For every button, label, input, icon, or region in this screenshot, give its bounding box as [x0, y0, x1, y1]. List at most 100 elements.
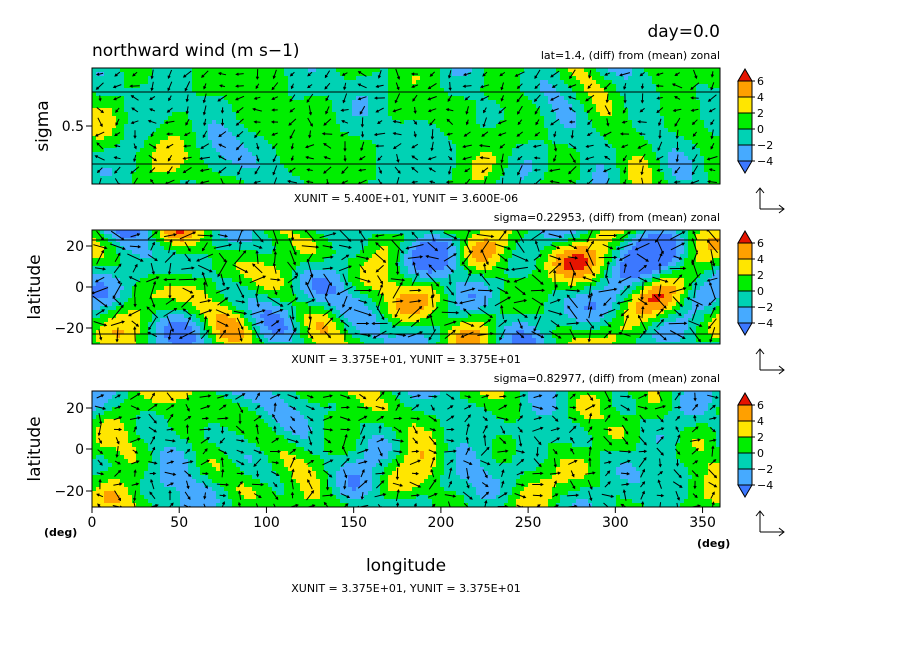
- panel-1-cell: [412, 128, 417, 133]
- panel-1-cell: [344, 76, 349, 81]
- panel-1-cell: [456, 68, 461, 73]
- panel-1-cell: [608, 108, 613, 113]
- panel-1-cell: [288, 132, 293, 137]
- panel-1-cell: [368, 76, 373, 81]
- panel-1-cell: [616, 116, 621, 121]
- panel-1-cell: [272, 140, 277, 145]
- panel-1-cell: [284, 136, 289, 141]
- panel-1-cell: [288, 84, 293, 89]
- panel-1-cell: [424, 100, 429, 105]
- panel-1-cell: [412, 80, 417, 85]
- panel-1-cell: [252, 84, 257, 89]
- panel-1-cell: [328, 100, 333, 105]
- panel-1-cell: [652, 152, 657, 157]
- panel-1-cell: [208, 88, 213, 93]
- panel-1-cell: [544, 136, 549, 141]
- panel-1-cell: [160, 96, 165, 101]
- panel-1-cell: [132, 68, 137, 73]
- panel-1-cell: [392, 160, 397, 165]
- panel-1-cell: [424, 140, 429, 145]
- panel-1-cell: [112, 124, 117, 129]
- panel-1-cell: [116, 136, 121, 141]
- panel-1-cell: [228, 116, 233, 121]
- panel-1-cell: [116, 104, 121, 109]
- panel-1-cell: [652, 92, 657, 97]
- panel-1-cell: [268, 160, 273, 165]
- panel-1-cell: [564, 116, 569, 121]
- panel-1-cell: [304, 144, 309, 149]
- panel-1-cell: [604, 120, 609, 125]
- panel-1-cell: [336, 68, 341, 73]
- panel-1-cell: [600, 156, 605, 161]
- panel-1-cell: [688, 112, 693, 117]
- panel-1-cell: [332, 72, 337, 77]
- panel-1-cell: [208, 108, 213, 113]
- panel-1-cell: [452, 176, 457, 181]
- panel-1-cell: [476, 104, 481, 109]
- panel-1-cell: [224, 120, 229, 125]
- panel-1-cell: [428, 80, 433, 85]
- panel-2-cell: [244, 230, 249, 235]
- panel-1-cell: [652, 88, 657, 93]
- panel-1-cell: [268, 96, 273, 101]
- panel-1-cell: [596, 164, 601, 169]
- panel-1-cell: [572, 176, 577, 181]
- panel-1-cell: [428, 112, 433, 117]
- panel-1-cell: [424, 76, 429, 81]
- panel-1-cell: [288, 172, 293, 177]
- panel-1-cell: [160, 108, 165, 113]
- panel-1-cell: [468, 180, 473, 184]
- panel-1-cell: [436, 164, 441, 169]
- panel-1-cell: [164, 92, 169, 97]
- panel-1-cell: [484, 164, 489, 169]
- panel-1-vector: [167, 81, 173, 92]
- panel-1-cell: [344, 152, 349, 157]
- panel-1-cell: [204, 144, 209, 149]
- panel-1-cell: [584, 140, 589, 145]
- panel-1-cell: [420, 128, 425, 133]
- panel-1-cell: [248, 128, 253, 133]
- panel-1-cell: [144, 140, 149, 145]
- panel-1-cell: [292, 132, 297, 137]
- panel-1-cell: [488, 72, 493, 77]
- panel-1-cell: [348, 128, 353, 133]
- panel-1-cell: [328, 128, 333, 133]
- panel-2-cell: [92, 230, 97, 235]
- panel-1-cell: [472, 160, 477, 165]
- panel-1-cell: [228, 112, 233, 117]
- panel-1-cell: [160, 128, 165, 133]
- panel-1-cell: [664, 76, 669, 81]
- panel-1-cell: [168, 88, 173, 93]
- panel-1-cell: [364, 92, 369, 97]
- panel-1-cell: [468, 164, 473, 169]
- panel-2-cell: [344, 230, 349, 235]
- panel-1-cell: [592, 120, 597, 125]
- panel-1-cell: [176, 84, 181, 89]
- panel-1-cell: [236, 80, 241, 85]
- panel-1-cell: [348, 108, 353, 113]
- panel-1-cell: [408, 116, 413, 121]
- panel-1-cell: [456, 120, 461, 125]
- panel-1-cell: [256, 168, 261, 173]
- panel-1-cell: [228, 160, 233, 165]
- panel-1-vector: [357, 71, 367, 77]
- panel-1-cell: [96, 88, 101, 93]
- panel-1-cell: [532, 104, 537, 109]
- panel-1-cell: [548, 80, 553, 85]
- panel-1-cell: [348, 132, 353, 137]
- panel-1-cell: [528, 108, 533, 113]
- panel-1-cell: [460, 164, 465, 169]
- panel-1-cell: [516, 108, 521, 113]
- panel-1-cell: [92, 132, 97, 137]
- panel-1-cell: [672, 128, 677, 133]
- panel-1-cell: [276, 156, 281, 161]
- panel-1-cell: [192, 176, 197, 181]
- panel-1-cell: [480, 136, 485, 141]
- panel-1-cell: [548, 160, 553, 165]
- panel-1-cell: [520, 160, 525, 165]
- panel-1-cell: [164, 84, 169, 89]
- panel-1-cell: [364, 108, 369, 113]
- panel-1-cell: [652, 160, 657, 165]
- panel-1-cell: [148, 136, 153, 141]
- panel-1-cell: [488, 176, 493, 181]
